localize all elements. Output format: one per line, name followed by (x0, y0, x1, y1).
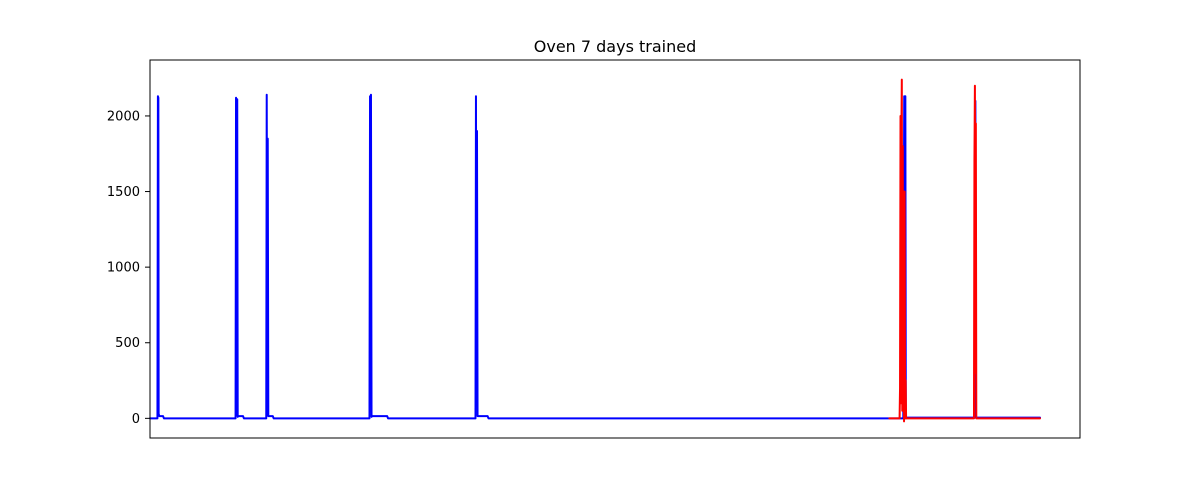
y-tick-label: 1000 (107, 261, 140, 276)
y-axis: 0 500 1000 1500 2000 (107, 109, 150, 427)
y-tick-label: 0 (132, 412, 140, 427)
y-tick-label: 1500 (107, 185, 140, 200)
series-line-2 (888, 78, 1042, 423)
plot-frame (149, 59, 1081, 439)
series-layer (149, 78, 1042, 423)
y-tick-label: 500 (115, 336, 140, 351)
chart-title: Oven 7 days trained (534, 37, 697, 56)
y-tick-label: 2000 (107, 109, 140, 124)
series-line-1 (149, 93, 1042, 420)
